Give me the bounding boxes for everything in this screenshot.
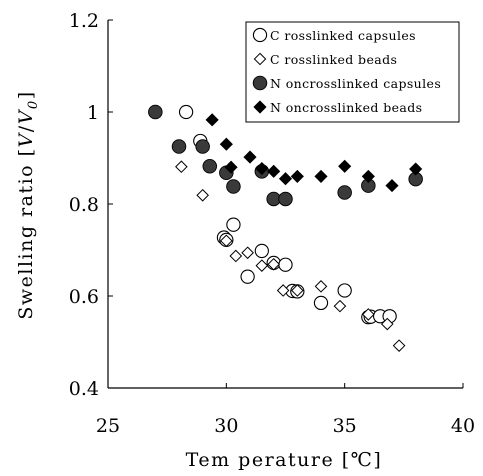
data-point-series-2 [333, 299, 347, 313]
y-tick-label: 0.4 [69, 378, 99, 400]
data-point-series-4 [409, 162, 423, 176]
y-tick-label: 0.8 [69, 194, 99, 216]
data-point-series-2 [196, 188, 209, 202]
legend-marker [253, 100, 267, 114]
data-point-series-4 [338, 159, 352, 173]
data-point-series-4 [255, 162, 269, 176]
data-point-series-2 [276, 284, 290, 297]
data-point-series-4 [314, 169, 328, 183]
data-point-series-2 [291, 284, 304, 297]
data-point-series-4 [385, 179, 399, 193]
legend-box [245, 21, 460, 123]
data-point-series-2 [241, 246, 254, 260]
data-point-series-4 [243, 150, 257, 164]
y-axis-title: Swelling ratio [V/V0] [15, 90, 41, 319]
data-point-series-3 [337, 185, 352, 200]
legend-entry-label: N oncrosslinked beads [270, 100, 422, 115]
y-axis-title-slash: / [15, 124, 37, 132]
data-point-series-2 [255, 259, 269, 272]
data-point-series-2 [380, 317, 394, 331]
x-tick-label: 40 [451, 415, 475, 437]
legend-marker [252, 75, 268, 91]
data-point-series-1 [278, 257, 293, 272]
legend-marker [252, 27, 268, 43]
data-point-series-4 [205, 113, 219, 127]
y-axis-title-sub: 0 [26, 99, 41, 109]
data-point-series-4 [361, 169, 375, 183]
data-point-series-2 [220, 234, 233, 248]
x-tick-label: 30 [214, 415, 238, 437]
data-point-series-4 [267, 164, 281, 178]
legend-entry-label: C rosslinked beads [270, 52, 397, 67]
data-point-series-1 [178, 104, 194, 120]
y-axis-title-suffix: ] [15, 90, 37, 99]
data-point-series-2 [175, 160, 188, 174]
data-point-series-3 [278, 191, 293, 207]
legend-entry-label: N oncrosslinked capsules [270, 76, 441, 91]
data-point-series-1 [226, 217, 241, 232]
data-point-series-4 [219, 137, 233, 151]
data-point-series-2 [267, 257, 280, 271]
y-axis-title-var1: V [15, 131, 37, 147]
x-tick-label: 35 [333, 415, 357, 437]
data-point-series-3 [195, 139, 210, 154]
data-point-series-1 [254, 243, 269, 259]
data-point-series-3 [226, 179, 241, 194]
y-axis-title-var2: V [15, 108, 37, 124]
data-point-series-2 [392, 339, 406, 352]
data-point-series-2 [229, 249, 243, 263]
data-point-series-4 [290, 169, 304, 183]
x-tick-label: 25 [96, 415, 120, 437]
data-point-series-4 [278, 172, 293, 186]
data-point-series-1 [240, 269, 255, 284]
data-point-series-3 [202, 159, 218, 174]
data-point-series-1 [337, 283, 352, 298]
y-tick-label: 1 [87, 102, 99, 124]
legend-entry-label: C rosslinked capsules [270, 28, 416, 43]
data-point-series-2 [362, 308, 375, 321]
data-point-series-1 [313, 295, 329, 311]
y-tick-label: 0.6 [69, 286, 99, 308]
legend-marker [253, 52, 267, 66]
data-point-series-3 [148, 104, 163, 120]
x-axis-title: Tem perature [℃] [186, 449, 383, 471]
data-point-series-3 [171, 139, 187, 154]
data-point-series-4 [224, 160, 238, 174]
data-point-series-2 [314, 280, 328, 293]
y-tick-label: 1.2 [69, 10, 99, 32]
y-axis-title-prefix: Swelling ratio [ [15, 147, 37, 319]
